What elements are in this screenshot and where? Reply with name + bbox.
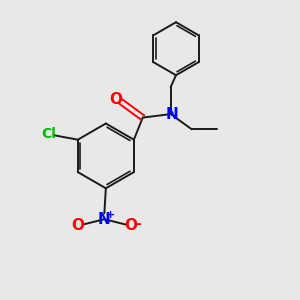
Text: N: N xyxy=(98,212,111,227)
Text: O: O xyxy=(71,218,84,233)
Text: -: - xyxy=(135,217,141,231)
Text: O: O xyxy=(109,92,122,107)
Text: O: O xyxy=(124,218,137,233)
Text: N: N xyxy=(165,106,178,122)
Text: +: + xyxy=(106,210,116,220)
Text: Cl: Cl xyxy=(41,127,56,141)
